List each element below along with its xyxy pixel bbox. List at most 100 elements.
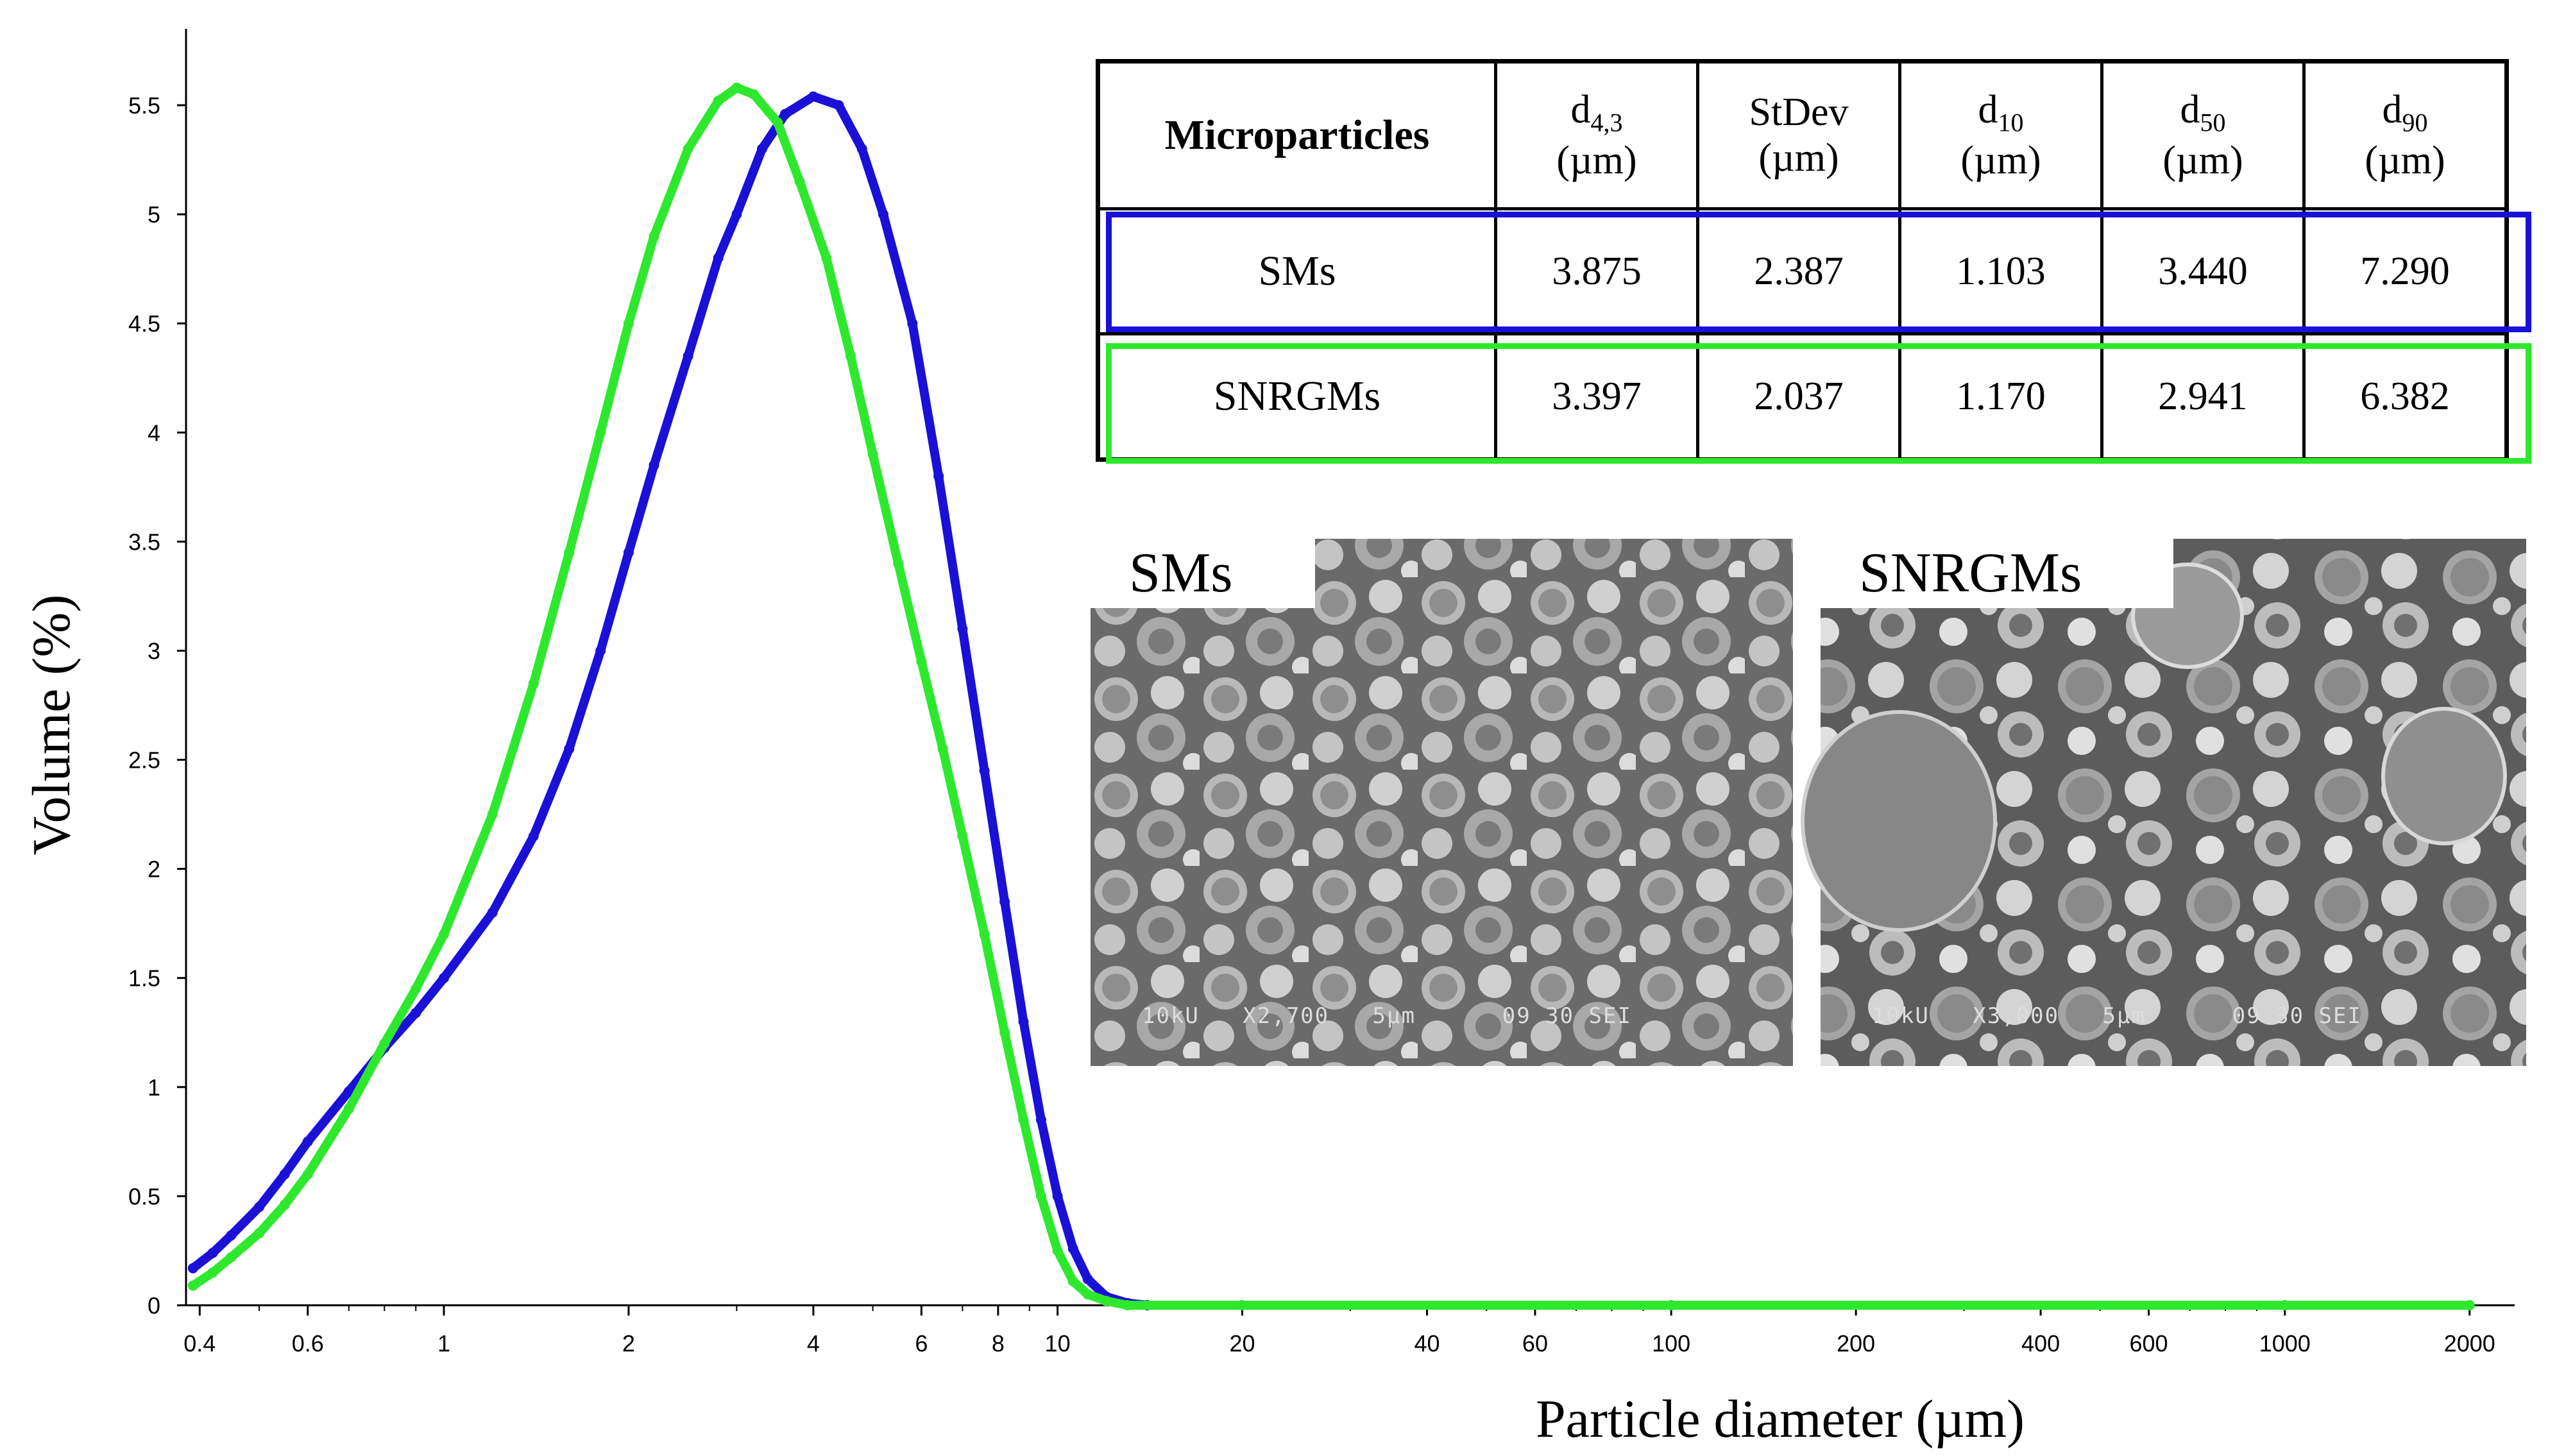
cell-d50: 2.941 [2100,332,2306,461]
data-point [979,929,990,940]
y-tick-label: 0 [148,1292,160,1319]
cell-d10: 1.170 [1898,332,2103,461]
x-tick-label: 4 [807,1330,820,1357]
data-point [907,318,918,329]
y-tick-label: 3 [148,638,160,664]
data-point [957,831,968,842]
data-point [226,1252,237,1263]
cell-name: SNRGMs [1096,332,1497,461]
data-point [649,460,659,471]
data-point [731,82,742,93]
data-point [1101,1296,1112,1307]
data-point [1666,1300,1677,1310]
data-point [957,623,968,634]
sem-label-sms: SMs [1091,539,1315,608]
cell-d90: 7.290 [2302,207,2508,335]
data-point [867,449,878,460]
data-point [1052,1246,1063,1256]
x-tick-label: 200 [1837,1330,1875,1357]
data-point [808,91,819,102]
sem-caption-sms: 10kU X2,700 5µm 09 30 SEI [1142,1003,1632,1029]
y-tick-label: 3.5 [128,529,160,555]
x-axis-title: Particle diameter (µm) [1536,1389,2025,1449]
x-tick-label: 6 [915,1330,928,1357]
data-point [623,547,634,558]
particle-size-table: Microparticles d4,3 (µm) StDev (µm) d10 (µm… [1096,59,2509,462]
x-tick-label: 8 [992,1330,1005,1357]
data-point [999,896,1010,907]
data-point [2464,1300,2475,1310]
data-point [979,765,990,776]
data-point [279,1169,290,1180]
data-point [279,1199,290,1210]
header-d90: d90 (µm) [2302,60,2508,210]
y-ticks: 0 0.5 1 1.5 2 2.5 3 3.5 4 4.5 5 5.5 [128,92,186,1319]
data-point [893,558,904,569]
data-point [999,1027,1010,1038]
data-point [487,907,498,918]
cell-name: SMs [1096,207,1497,335]
data-point [595,427,606,438]
x-tick-label: 2000 [2444,1330,2495,1357]
data-point [564,743,575,754]
data-point [916,656,927,667]
data-point [207,1267,218,1278]
data-point [1082,1289,1093,1299]
y-tick-label: 4 [148,419,160,446]
y-tick-label: 5 [148,201,160,228]
header-d43: d4,3 (µm) [1494,60,1699,210]
data-point [207,1248,218,1258]
data-point [780,108,791,119]
data-point [856,144,867,155]
data-point [411,1008,421,1019]
data-point [302,1136,313,1147]
data-point [1035,1190,1046,1201]
x-tick-label: 100 [1652,1330,1690,1357]
y-tick-label: 1 [148,1074,160,1101]
data-point [528,831,539,842]
cell-d43: 3.875 [1494,207,1699,335]
data-point [1052,1190,1063,1201]
data-point [595,645,606,656]
y-tick-label: 5.5 [128,92,160,119]
data-point [878,209,888,220]
data-point [845,351,856,362]
data-point [226,1230,237,1241]
data-point [1067,1243,1078,1254]
data-point [302,1169,313,1180]
y-tick-label: 2.5 [128,747,160,774]
table-row-sms: SMs 3.875 2.387 1.103 3.440 7.290 [1096,207,2508,335]
y-tick-label: 0.5 [128,1183,160,1210]
data-point [343,1086,354,1097]
data-point [187,1280,198,1291]
cell-d43: 3.397 [1494,332,1699,461]
cell-stdev: 2.387 [1696,207,1901,335]
data-point [821,253,832,264]
data-point [2279,1300,2290,1310]
x-tick-label: 400 [2021,1330,2060,1357]
data-point [1018,1114,1029,1125]
data-point [564,547,575,558]
data-point [411,983,421,994]
sem-image-sms [1091,539,1793,1066]
data-point [757,144,767,155]
data-point [343,1103,354,1114]
cell-d90: 6.382 [2302,332,2508,461]
data-point [254,1201,264,1212]
data-point [623,318,634,329]
sem-caption-snrgms: 10kU X3,000 5µm 09 30 SEI [1872,1003,2362,1029]
y-tick-label: 2 [148,856,160,883]
data-point [933,471,944,482]
y-tick-label: 4.5 [128,310,160,337]
data-point [713,96,724,106]
x-tick-label: 20 [1230,1330,1255,1357]
y-tick-label: 1.5 [128,965,160,992]
x-tick-label: 40 [1414,1330,1440,1357]
table-header-row: Microparticles d4,3 (µm) StDev (µm) d10 (µm… [1096,60,2508,210]
data-point [528,678,539,689]
data-point [1082,1274,1093,1285]
x-tick-label: 1 [437,1330,450,1357]
data-point [1018,1016,1029,1027]
table-row-snrgms: SNRGMs 3.397 2.037 1.170 2.941 6.382 [1096,332,2508,461]
